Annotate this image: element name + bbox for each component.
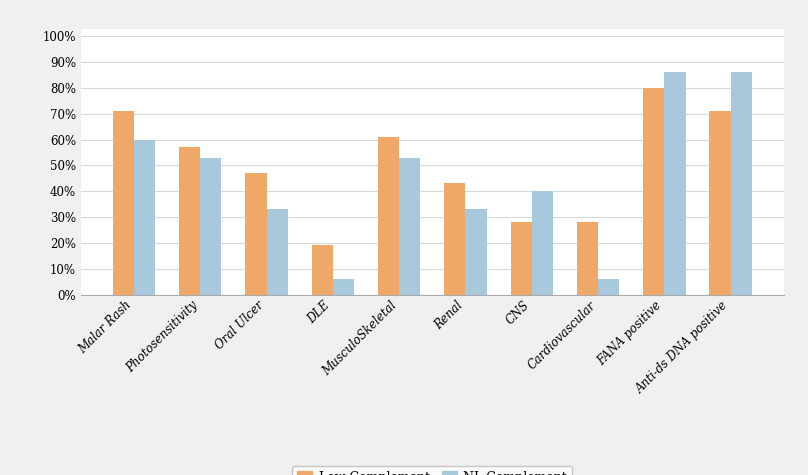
Bar	[511, 222, 532, 294]
Bar	[267, 209, 288, 294]
Bar	[312, 246, 333, 294]
Bar	[200, 158, 221, 294]
Bar	[730, 72, 751, 294]
Legend: Low Complement, NL Complement: Low Complement, NL Complement	[292, 466, 572, 475]
Bar	[643, 88, 664, 294]
Bar	[598, 279, 619, 294]
Bar	[532, 191, 553, 294]
Bar	[399, 158, 420, 294]
Bar	[465, 209, 486, 294]
Bar	[444, 183, 465, 294]
Bar	[134, 140, 155, 294]
Bar	[113, 111, 134, 294]
Bar	[333, 279, 354, 294]
Bar	[179, 147, 200, 294]
Bar	[664, 72, 685, 294]
Bar	[577, 222, 598, 294]
Bar	[246, 173, 267, 294]
Bar	[709, 111, 730, 294]
Bar	[378, 137, 399, 294]
